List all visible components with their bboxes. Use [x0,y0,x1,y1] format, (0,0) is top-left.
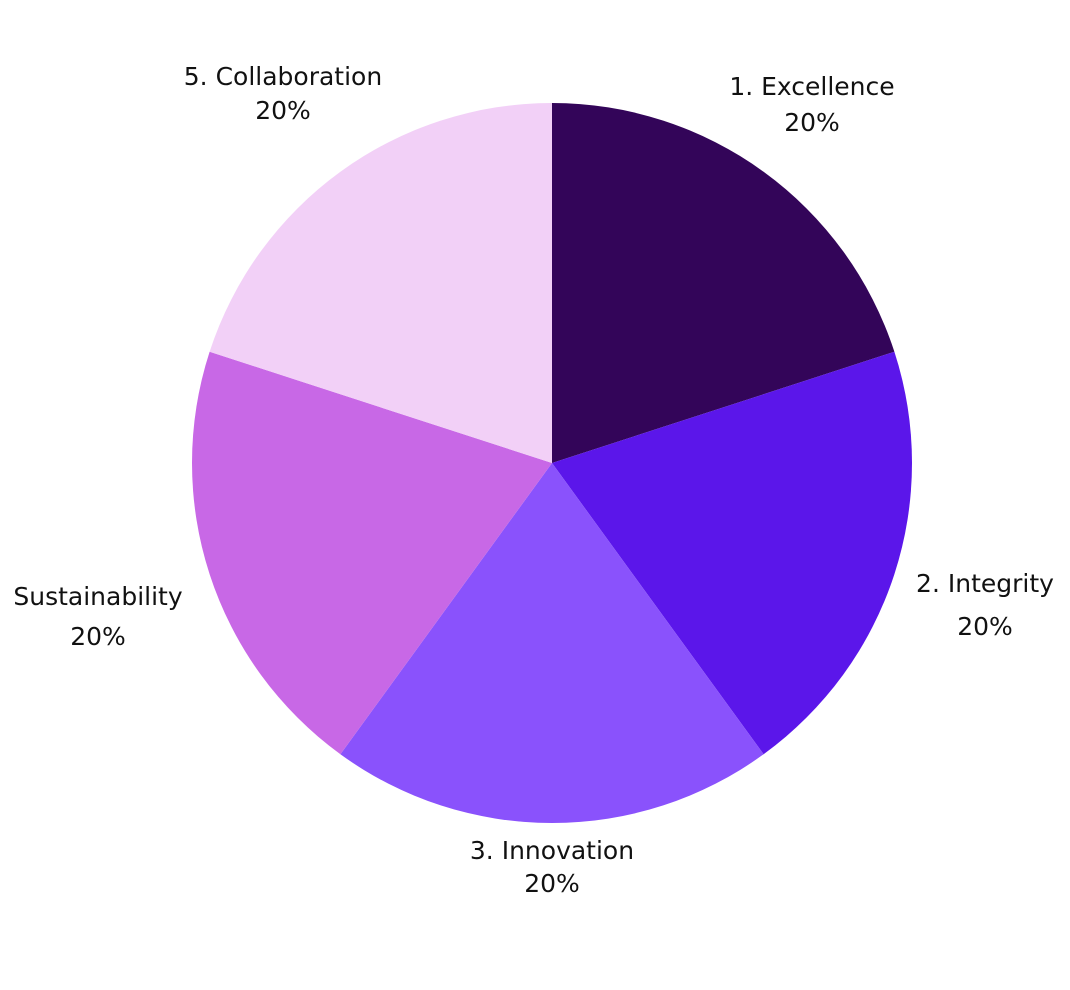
slice-value-label: 20% [70,622,126,651]
slice-label: 5. Collaboration [184,62,382,91]
slice-label: 3. Innovation [470,836,634,865]
pie-slice [340,463,764,824]
slice-value-label: 20% [255,96,311,125]
slice-value-label: 20% [957,612,1013,641]
slice-value-label: 20% [524,869,580,898]
slice-label: 1. Excellence [729,72,894,101]
pie-slice [552,351,912,755]
slice-label: 2. Integrity [916,569,1054,598]
pie-slice [192,351,552,755]
slice-value-label: 20% [784,108,840,137]
pie-slice [209,103,552,463]
pie-slice [552,103,895,463]
slice-label: Sustainability [13,582,182,611]
